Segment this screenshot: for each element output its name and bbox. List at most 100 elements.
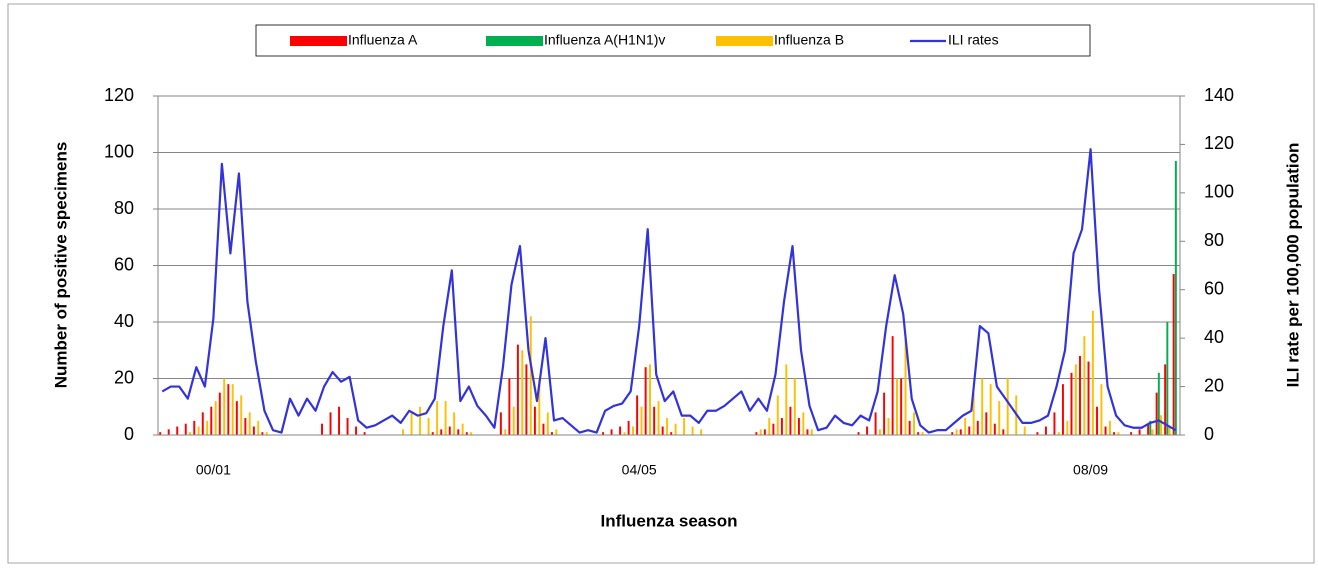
- bar: [1006, 378, 1009, 435]
- legend-swatch: [290, 36, 347, 46]
- y2-tick-label: 120: [1204, 133, 1234, 153]
- bar: [1138, 429, 1141, 435]
- bar: [1070, 372, 1073, 435]
- bar: [223, 378, 226, 435]
- bar: [1057, 432, 1060, 435]
- bar: [878, 429, 881, 435]
- bar: [623, 432, 626, 435]
- bar: [993, 423, 996, 435]
- legend-swatch: [486, 36, 543, 46]
- bar: [240, 395, 243, 435]
- bar: [189, 432, 192, 435]
- bar: [1166, 322, 1169, 435]
- bar: [244, 418, 247, 435]
- bar: [976, 420, 979, 435]
- bar: [257, 420, 260, 435]
- bar: [453, 412, 456, 435]
- bar: [321, 423, 323, 435]
- bar: [913, 412, 916, 435]
- bar: [1053, 412, 1056, 435]
- y2-tick-label: 60: [1204, 278, 1224, 298]
- bar: [780, 418, 783, 435]
- bar: [785, 364, 788, 435]
- bar: [1096, 406, 1098, 435]
- bar: [252, 426, 255, 435]
- bar: [1155, 392, 1158, 435]
- bar: [674, 423, 677, 435]
- bar: [529, 316, 532, 435]
- bar: [1172, 273, 1175, 435]
- bar: [1113, 432, 1116, 435]
- bar: [193, 420, 196, 435]
- bar: [227, 384, 230, 435]
- y-axis-title: Number of positive specimens: [51, 142, 70, 389]
- bar: [508, 378, 511, 435]
- bar: [218, 392, 221, 435]
- bar: [806, 429, 809, 435]
- bar: [866, 426, 869, 435]
- bar: [921, 432, 924, 435]
- bar: [346, 418, 349, 435]
- bar: [206, 420, 209, 435]
- y2-tick-label: 80: [1204, 230, 1224, 250]
- bar: [1036, 432, 1039, 435]
- bar: [610, 429, 613, 435]
- legend-label: Influenza A: [348, 32, 418, 48]
- legend-label: Influenza B: [774, 32, 844, 48]
- bar: [763, 429, 766, 435]
- bar: [627, 420, 630, 435]
- bar: [499, 412, 502, 435]
- bar: [504, 429, 507, 435]
- bar: [632, 426, 634, 435]
- bar: [810, 429, 813, 435]
- bar: [985, 412, 988, 435]
- bar: [521, 350, 524, 435]
- y-tick-label: 20: [114, 367, 134, 387]
- bar: [883, 392, 886, 435]
- x-axis-title: Influenza season: [601, 511, 738, 530]
- bar: [231, 384, 234, 435]
- bar: [964, 418, 967, 435]
- bar: [602, 432, 605, 435]
- bar: [968, 426, 971, 435]
- bar: [1108, 420, 1111, 435]
- bar: [636, 395, 639, 435]
- bar: [759, 429, 762, 435]
- bar: [789, 406, 792, 435]
- bar: [427, 418, 430, 435]
- bar: [159, 432, 162, 435]
- bar: [1023, 426, 1026, 435]
- legend: [255, 24, 1091, 57]
- bar: [550, 432, 553, 435]
- y2-tick-label: 0: [1204, 424, 1214, 444]
- bar: [457, 429, 460, 435]
- bar: [214, 401, 217, 435]
- bar: [201, 412, 204, 435]
- ili-line: [161, 148, 1177, 434]
- chart-border: [7, 3, 1315, 564]
- legend-label: ILI rates: [948, 32, 999, 48]
- bar: [887, 418, 890, 435]
- bar: [649, 364, 651, 435]
- bar: [410, 412, 413, 435]
- y-tick-label: 120: [104, 85, 134, 105]
- y2-tick-label: 140: [1204, 85, 1234, 105]
- y-tick-label: 80: [114, 198, 134, 218]
- bar: [904, 336, 907, 435]
- bar: [972, 392, 975, 435]
- bar: [959, 429, 962, 435]
- bar: [1066, 420, 1069, 435]
- bar: [1061, 384, 1064, 435]
- bar: [265, 432, 268, 435]
- bar: [700, 429, 703, 435]
- bar: [167, 429, 170, 435]
- bar: [772, 423, 775, 435]
- bar: [533, 406, 536, 435]
- bar: [470, 432, 473, 435]
- bar: [1044, 426, 1047, 435]
- bar: [691, 426, 694, 435]
- bar: [546, 412, 549, 435]
- bar: [363, 432, 366, 435]
- bar: [516, 344, 519, 435]
